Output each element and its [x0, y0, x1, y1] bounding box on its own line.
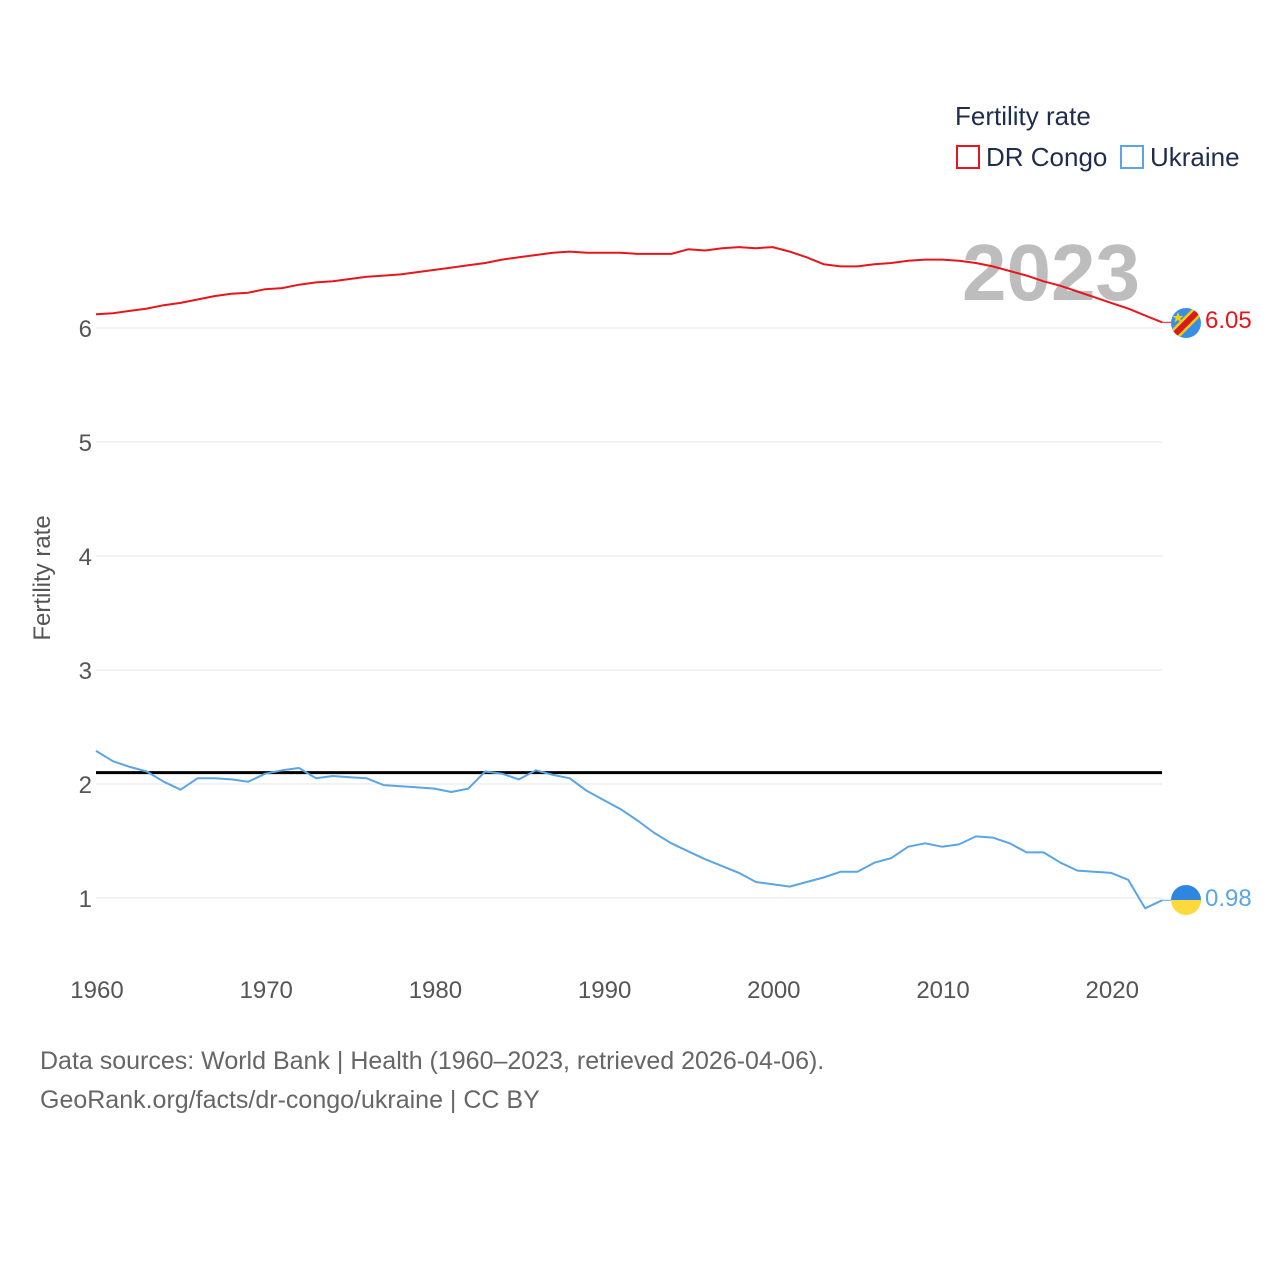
y-axis-label: Fertility rate — [29, 515, 56, 640]
legend-item-ukraine[interactable]: Ukraine — [1120, 142, 1240, 172]
source-line-2[interactable]: GeoRank.org/facts/dr-congo/ukraine | CC … — [40, 1086, 540, 1114]
y-tick-6: 6 — [79, 316, 92, 343]
series-lines — [95, 246, 1172, 910]
y-tick-1: 1 — [79, 886, 92, 913]
y-tick-4: 4 — [79, 544, 92, 571]
legend-item-dr-congo[interactable]: DR Congo — [956, 142, 1107, 172]
x-tick-1980: 1980 — [409, 977, 462, 1004]
x-tick-2010: 2010 — [916, 977, 969, 1004]
ukraine-end-value: 0.98 — [1205, 885, 1252, 912]
legend: Fertility rate DR Congo Ukraine — [955, 101, 1240, 172]
series-line-dr-congo[interactable] — [95, 246, 1163, 324]
dr-congo-flag-icon — [1171, 308, 1201, 338]
grid-lines — [96, 327, 1162, 899]
x-axis-ticks: 1960 1970 1980 1990 2000 2010 2020 — [70, 977, 1139, 1004]
dr-congo-end-value: 6.05 — [1205, 307, 1252, 334]
legend-title: Fertility rate — [955, 101, 1091, 131]
y-tick-3: 3 — [79, 658, 92, 685]
x-tick-2000: 2000 — [747, 977, 800, 1004]
legend-swatch-dr-congo — [956, 145, 980, 169]
y-tick-2: 2 — [79, 772, 92, 799]
legend-label-dr-congo: DR Congo — [986, 142, 1107, 172]
x-tick-1960: 1960 — [70, 977, 123, 1004]
y-axis-ticks: 1 2 3 4 5 6 — [79, 316, 92, 913]
x-tick-1970: 1970 — [240, 977, 293, 1004]
x-tick-2020: 2020 — [1086, 977, 1139, 1004]
x-tick-1990: 1990 — [578, 977, 631, 1004]
series-line-ukraine[interactable] — [95, 750, 1163, 910]
y-tick-5: 5 — [79, 430, 92, 457]
legend-swatch-ukraine — [1120, 145, 1144, 169]
source-note: Data sources: World Bank | Health (1960–… — [40, 1042, 824, 1120]
fertility-line-chart: 1 2 3 4 5 6 1960 1970 1980 1990 2000 2010 2020 Fert… — [29, 101, 1252, 1004]
source-line-1: Data sources: World Bank | Health (1960–… — [40, 1047, 825, 1075]
legend-label-ukraine: Ukraine — [1150, 142, 1240, 172]
ukraine-flag-icon — [1171, 885, 1201, 915]
